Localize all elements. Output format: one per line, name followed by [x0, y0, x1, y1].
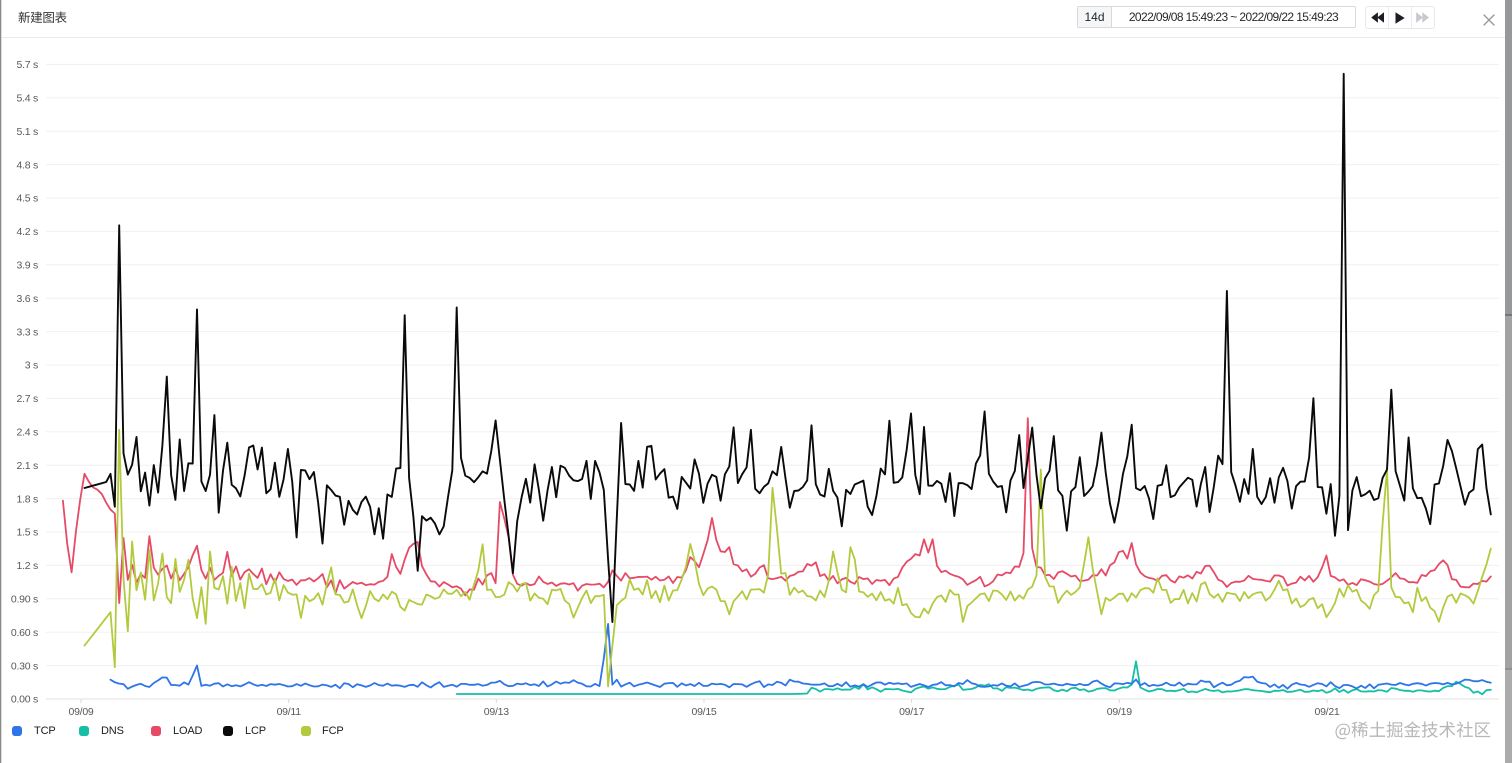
svg-text:5.7 s: 5.7 s [16, 59, 38, 71]
svg-text:2.1 s: 2.1 s [16, 460, 38, 472]
svg-text:3.6 s: 3.6 s [16, 293, 38, 305]
svg-text:4.2 s: 4.2 s [16, 226, 38, 238]
svg-text:1.8 s: 1.8 s [16, 493, 38, 505]
svg-text:5.1 s: 5.1 s [16, 126, 38, 138]
svg-text:0.30 s: 0.30 s [11, 660, 38, 672]
svg-text:4.8 s: 4.8 s [16, 159, 38, 171]
svg-text:09/17: 09/17 [899, 706, 924, 718]
svg-text:3.9 s: 3.9 s [16, 260, 38, 272]
svg-text:09/13: 09/13 [484, 706, 509, 718]
svg-text:1.2 s: 1.2 s [16, 560, 38, 572]
svg-text:5.4 s: 5.4 s [16, 93, 38, 105]
svg-text:09/15: 09/15 [691, 706, 716, 718]
svg-text:0.00 s: 0.00 s [11, 694, 38, 706]
svg-text:09/09: 09/09 [68, 706, 93, 718]
svg-text:0.90 s: 0.90 s [11, 594, 38, 606]
svg-text:09/21: 09/21 [1314, 706, 1339, 718]
svg-text:3.3 s: 3.3 s [16, 326, 38, 338]
svg-text:09/11: 09/11 [277, 706, 302, 718]
svg-text:2.4 s: 2.4 s [16, 427, 38, 439]
svg-text:2.7 s: 2.7 s [16, 393, 38, 405]
svg-text:3 s: 3 s [25, 360, 38, 372]
svg-text:1.5 s: 1.5 s [16, 527, 38, 539]
svg-text:0.60 s: 0.60 s [11, 627, 38, 639]
svg-text:4.5 s: 4.5 s [16, 193, 38, 205]
svg-text:09/19: 09/19 [1107, 706, 1132, 718]
